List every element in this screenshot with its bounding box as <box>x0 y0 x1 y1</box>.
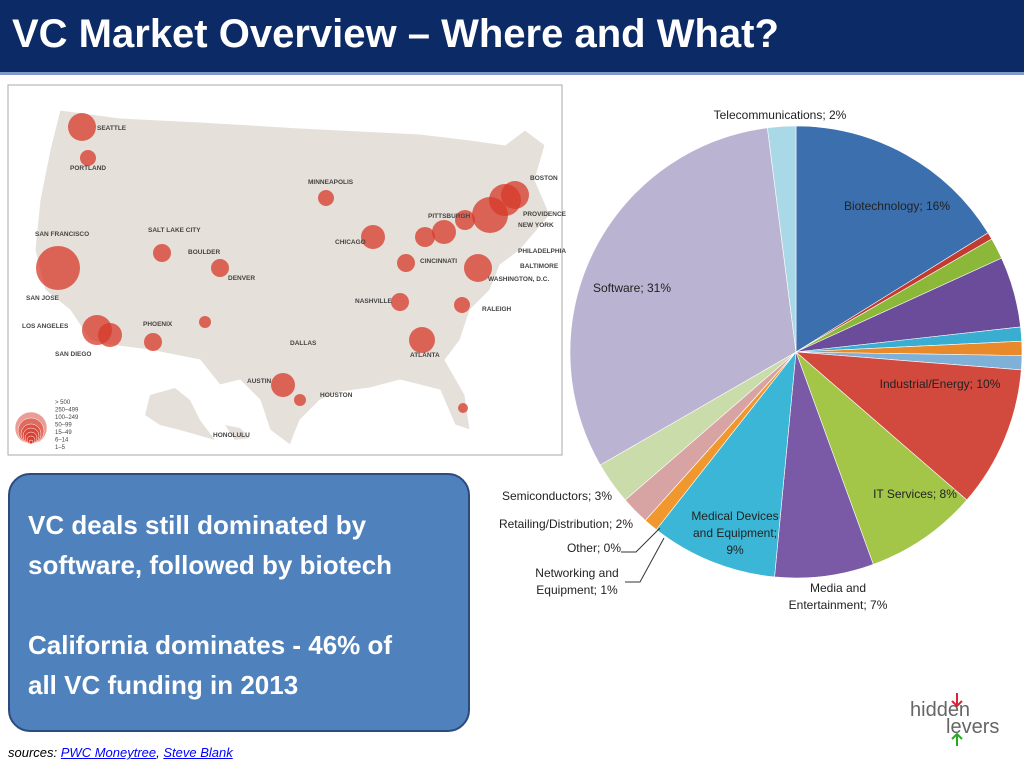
map-dot <box>199 316 211 328</box>
map-legend-label: 15–49 <box>55 430 72 436</box>
logo-arrow-up <box>951 732 963 746</box>
alaska <box>145 388 215 440</box>
map-dot <box>455 210 475 230</box>
city-label: NASHVILLE <box>355 298 393 305</box>
map-dot <box>391 293 409 311</box>
city-label: HOUSTON <box>320 392 353 399</box>
city-label: DENVER <box>228 275 255 282</box>
logo-arrow-down <box>951 693 963 708</box>
map-dot <box>318 190 334 206</box>
city-label: AUSTIN <box>247 378 272 385</box>
map-dot <box>454 297 470 313</box>
city-label: SAN JOSE <box>26 295 60 302</box>
city-label: ATLANTA <box>410 352 440 359</box>
city-label: BOSTON <box>530 175 558 182</box>
city-label: PORTLAND <box>70 165 106 172</box>
pie-slice <box>767 125 797 353</box>
pie-label: Semiconductors; 3% <box>502 489 612 503</box>
city-label: SALT LAKE CITY <box>148 227 201 234</box>
pie-label: Entertainment; 7% <box>789 598 888 612</box>
map-dot <box>458 403 468 413</box>
map-dot <box>464 254 492 282</box>
map-dot <box>153 244 171 262</box>
city-label: MINNEAPOLIS <box>308 179 354 186</box>
callout-box: VC deals still dominated by software, fo… <box>8 473 470 732</box>
city-label: PROVIDENCE <box>523 211 567 218</box>
callout-line: California dominates - 46% of <box>28 630 393 660</box>
map-legend-label: 250–499 <box>55 408 79 414</box>
map-dot <box>68 113 96 141</box>
city-label: RALEIGH <box>482 306 512 313</box>
pie-label: Biotechnology; 16% <box>844 199 950 213</box>
slide-title: VC Market Overview – Where and What? <box>12 12 779 56</box>
pie-slice <box>774 351 874 579</box>
map-legend-label: 50–99 <box>55 423 72 429</box>
city-label: WASHINGTON, D.C. <box>488 276 549 283</box>
map-dot <box>361 225 385 249</box>
map-legend-label: 1–5 <box>55 445 66 451</box>
title-bar: VC Market Overview – Where and What? <box>0 0 1024 75</box>
callout-line: all VC funding in 2013 <box>28 670 299 700</box>
pie-label: Telecommunications; 2% <box>714 108 847 122</box>
city-label: NEW YORK <box>518 222 554 229</box>
city-label: SAN DIEGO <box>55 351 91 358</box>
leader-line <box>621 527 661 553</box>
pie-label: Industrial/Energy; 10% <box>880 377 1001 391</box>
city-label: PHOENIX <box>143 321 173 328</box>
pie-label: Media and <box>810 581 866 595</box>
city-label: LOS ANGELES <box>22 323 69 330</box>
source-link[interactable]: Steve Blank <box>163 745 233 760</box>
map-legend-label: > 500 <box>55 400 71 406</box>
map-legend-circle <box>28 439 34 445</box>
map-dot <box>294 394 306 406</box>
pie-label: Other; 0% <box>567 541 621 555</box>
city-label: CHICAGO <box>335 239 366 246</box>
map-dot <box>397 254 415 272</box>
pie-label: Networking and <box>535 566 618 580</box>
sources: sources: PWC Moneytree, Steve Blank <box>8 745 233 760</box>
pie-label: Software; 31% <box>593 281 671 295</box>
pie-label: and Equipment; <box>693 526 777 540</box>
logo-text: levers <box>946 716 999 738</box>
pie-slice <box>569 127 797 466</box>
pie-label: Equipment; 1% <box>536 583 618 597</box>
map-dot <box>98 323 122 347</box>
map-legend-label: 6–14 <box>55 438 69 444</box>
city-label: SAN FRANCISCO <box>35 231 89 238</box>
pie-slice <box>795 351 968 565</box>
map-dot <box>80 150 96 166</box>
callout-line: VC deals still dominated by <box>28 510 367 540</box>
city-label: DALLAS <box>290 340 317 347</box>
callout-line: software, followed by biotech <box>28 550 393 580</box>
pie-slice <box>655 351 797 578</box>
hawaii <box>225 425 250 440</box>
source-link[interactable]: PWC Moneytree <box>60 745 157 760</box>
sources-label: sources: <box>8 745 58 760</box>
leader-line <box>625 537 665 583</box>
map-dot <box>36 246 80 290</box>
city-label: PITTSBURGH <box>428 213 471 220</box>
map-dot <box>432 220 456 244</box>
map-dot <box>211 259 229 277</box>
pie-slice <box>795 125 989 353</box>
map-dot <box>501 181 529 209</box>
city-label: PHILADELPHIA <box>518 248 566 255</box>
map-dot <box>409 327 435 353</box>
pie-label: 9% <box>726 543 744 557</box>
city-label: BALTIMORE <box>520 263 559 270</box>
pie-label: Retailing/Distribution; 2% <box>499 517 633 531</box>
city-label: HONOLULU <box>213 432 250 439</box>
map-dot <box>415 227 435 247</box>
pie-label: IT Services; 8% <box>873 487 957 501</box>
city-label: CINCINNATI <box>420 258 457 265</box>
map-dot <box>144 333 162 351</box>
pie-slice <box>795 351 1022 501</box>
pie-label: Medical Devices <box>691 509 778 523</box>
city-label: SEATTLE <box>97 125 127 132</box>
city-label: BOULDER <box>188 249 220 256</box>
map-dot <box>271 373 295 397</box>
map-legend-label: 100–249 <box>55 415 79 421</box>
